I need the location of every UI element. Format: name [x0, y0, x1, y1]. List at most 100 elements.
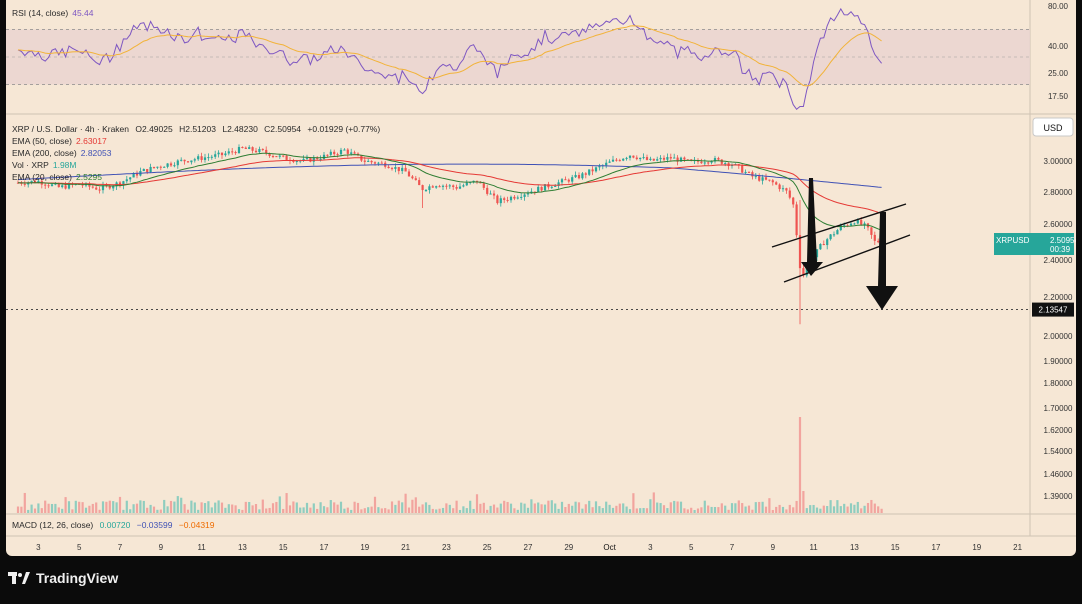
volume-bar — [554, 503, 557, 513]
volume-bar — [448, 504, 451, 513]
candle-body — [724, 163, 727, 165]
candle-body — [856, 219, 859, 224]
candle-body — [747, 171, 751, 173]
candle-body — [598, 166, 601, 168]
volume-bar — [475, 494, 479, 513]
ema200-value: 2.82053 — [80, 148, 112, 158]
candle-body — [435, 186, 438, 188]
candle-body — [849, 223, 853, 226]
currency-label: USD — [1043, 123, 1063, 133]
candle-body — [118, 182, 122, 186]
volume-bar — [662, 505, 666, 513]
volume-bar — [523, 503, 526, 513]
volume-bar — [312, 503, 315, 513]
chart-canvas[interactable]: 80.00 40.00 25.00 17.50 3.00000 2.80000 2.6000… — [6, 0, 1076, 556]
candle-body — [441, 185, 445, 187]
tradingview-logo-icon — [8, 572, 30, 584]
volume-bar — [67, 501, 71, 513]
volume-bar — [601, 508, 604, 513]
macd-value-3: −0.04319 — [178, 520, 215, 530]
candle-body — [227, 151, 230, 154]
price-tick-label: 1.54000 — [1044, 447, 1073, 456]
volume-bar — [707, 505, 710, 513]
volume-bar — [125, 500, 128, 513]
macd-value-1: 0.00720 — [99, 520, 131, 530]
volume-bar — [248, 501, 251, 513]
candle-body — [571, 177, 574, 182]
volume-bar — [472, 508, 475, 513]
volume-bar — [608, 504, 611, 513]
volume-bar — [27, 509, 30, 513]
volume-bar — [81, 502, 84, 513]
candle-body — [37, 180, 40, 183]
candle-body — [860, 219, 863, 225]
volume-bar — [316, 508, 319, 513]
candle-body — [815, 249, 819, 258]
volume-bar — [713, 506, 717, 513]
candle-body — [458, 186, 462, 189]
volume-bar — [159, 509, 162, 513]
volume-bar — [462, 506, 465, 513]
volume-bar — [169, 500, 173, 513]
volume-bar — [428, 504, 431, 513]
candle-body — [146, 169, 149, 173]
candle-body — [353, 152, 356, 154]
candle-body — [319, 158, 322, 160]
volume-bar — [261, 499, 264, 513]
volume-bar — [44, 500, 47, 513]
candle-body — [156, 166, 159, 168]
volume-bar — [775, 506, 778, 513]
volume-bar — [401, 502, 404, 513]
candle-body — [683, 157, 686, 160]
volume-bar — [543, 504, 547, 513]
candle-body — [152, 166, 156, 168]
ema50-legend: EMA (50, close) 2.63017 — [12, 136, 111, 146]
volume-bar — [203, 503, 207, 513]
volume-bar — [703, 500, 706, 513]
candle-body — [496, 195, 499, 204]
volume-bar — [288, 505, 292, 513]
rsi-tick-label: 80.00 — [1048, 2, 1069, 11]
ohlc-high: H2.51203 — [179, 124, 216, 134]
candle-body — [873, 234, 876, 241]
volume-bar — [486, 509, 489, 513]
time-tick-label: 5 — [689, 543, 694, 552]
volume-bar — [193, 502, 196, 513]
time-tick-label: 9 — [159, 543, 164, 552]
volume-bar — [50, 503, 54, 513]
candle-body — [54, 183, 57, 185]
price-tag-timer: 00:39 — [1050, 245, 1071, 254]
volume-bar — [326, 507, 329, 513]
rsi-tick-label: 25.00 — [1048, 69, 1069, 78]
candle-body — [401, 167, 404, 172]
candle-body — [377, 162, 380, 164]
down-arrow-2 — [866, 212, 898, 310]
candle-body — [611, 159, 615, 162]
price-tick-label: 1.46000 — [1044, 470, 1073, 479]
volume-bar — [139, 500, 142, 513]
volume-bar — [693, 509, 696, 513]
candle-body — [652, 158, 655, 161]
time-tick-label: 11 — [197, 543, 206, 552]
time-tick-label: 5 — [77, 543, 82, 552]
candle-body — [520, 196, 523, 198]
currency-button[interactable] — [1032, 117, 1074, 137]
price-tick-label: 1.80000 — [1044, 379, 1073, 388]
volume-bar — [717, 507, 720, 513]
candle-body — [564, 179, 567, 181]
candle-body — [499, 198, 502, 204]
volume-bar — [873, 503, 876, 513]
candle-body — [523, 194, 526, 197]
candle-body — [163, 166, 166, 168]
candle-body — [81, 184, 84, 186]
volume-bar — [360, 509, 363, 513]
candle-body — [142, 169, 145, 171]
candle-body — [516, 197, 519, 199]
volume-bar — [61, 508, 64, 513]
candle-body — [217, 152, 220, 155]
candle-body — [64, 185, 67, 189]
volume-bar — [720, 503, 723, 513]
volume-bar — [839, 506, 842, 513]
volume-bar — [540, 504, 543, 513]
candle-body — [210, 156, 213, 158]
